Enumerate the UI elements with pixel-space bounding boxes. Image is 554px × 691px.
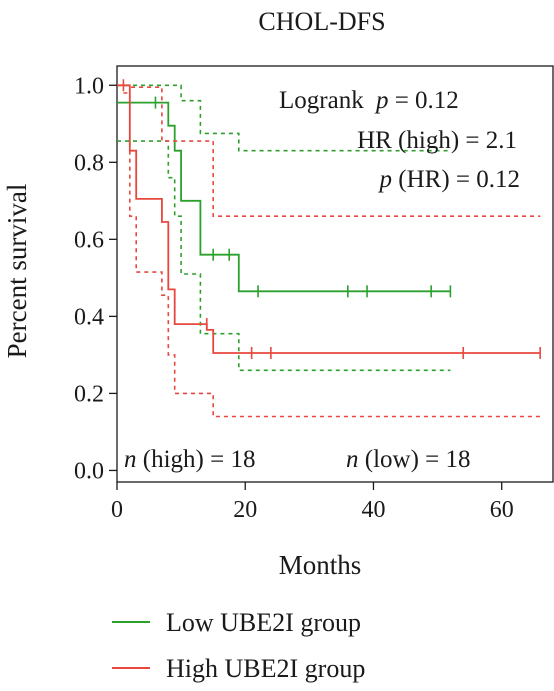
n-low-rest: (low) = 18 <box>359 446 471 473</box>
y-tick-label: 0.0 <box>74 458 104 484</box>
chart-title: CHOL-DFS <box>258 7 385 36</box>
n-high-rest: (high) = 18 <box>137 446 256 473</box>
y-axis-label: Percent survival <box>2 184 32 359</box>
n-high-italic: n <box>124 446 137 473</box>
legend: Low UBE2I group High UBE2I group <box>112 608 365 683</box>
n-low-italic: n <box>346 446 359 473</box>
survival-line-high <box>117 84 541 354</box>
logrank-annotation: Logrank p = 0.12 <box>279 87 459 114</box>
ci-upper-high <box>117 84 541 217</box>
plot-area: 0.0 0.2 0.4 0.6 0.8 1.0 0 20 40 60 <box>74 65 554 523</box>
y-tick-label: 0.8 <box>74 150 104 176</box>
legend-label-low: Low UBE2I group <box>166 608 361 637</box>
p-hr-italic: p <box>378 166 393 193</box>
y-tick-label: 0.6 <box>74 227 104 253</box>
logrank-p-value: p <box>374 87 389 114</box>
x-tick-label: 0 <box>111 497 123 523</box>
y-tick-label: 0.4 <box>74 304 104 330</box>
x-tick-label: 20 <box>233 497 257 523</box>
ci-upper-low <box>117 84 451 152</box>
x-axis-label: Months <box>279 550 362 580</box>
ci-lower-low <box>117 140 451 372</box>
y-tick-label: 1.0 <box>74 73 104 99</box>
x-tick-label: 60 <box>490 497 514 523</box>
ci-lower-high <box>123 92 541 418</box>
legend-label-high: High UBE2I group <box>166 654 365 683</box>
logrank-p-rest: = 0.12 <box>388 87 458 114</box>
plot-frame <box>116 65 554 483</box>
logrank-label: Logrank <box>279 87 364 114</box>
y-tick-label: 0.2 <box>74 381 104 407</box>
hr-annotation: HR (high) = 2.1 <box>357 127 517 154</box>
p-hr-annotation: p (HR) = 0.12 <box>378 166 520 193</box>
p-hr-rest: (HR) = 0.12 <box>392 166 520 193</box>
survival-line-low <box>117 101 451 293</box>
x-tick-label: 40 <box>361 497 385 523</box>
n-low-annotation: n (low) = 18 <box>346 446 471 473</box>
n-high-annotation: n (high) = 18 <box>124 446 255 473</box>
